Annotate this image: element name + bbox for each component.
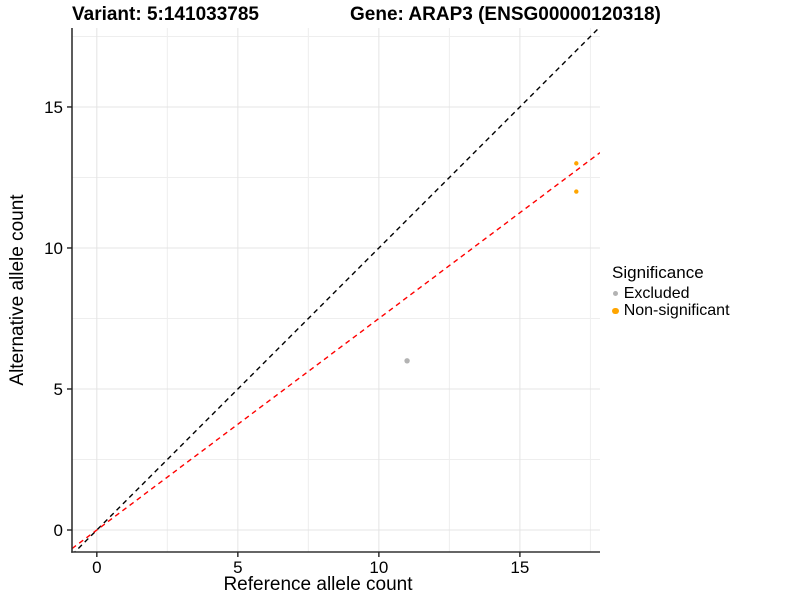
y-tick-label: 5 [54, 380, 63, 399]
x-tick-label: 5 [233, 558, 242, 577]
fit-line [72, 152, 600, 550]
x-axis-label: Reference allele count [223, 574, 413, 595]
y-tick-label: 10 [44, 239, 63, 258]
point-non-significant [574, 161, 579, 166]
axis-lines [71, 28, 600, 553]
y-tick-labels: 0 5 10 15 [44, 98, 63, 540]
legend-item-label: Excluded [623, 284, 690, 302]
data-points [404, 161, 579, 364]
legend-item-excluded: Excluded [612, 285, 730, 303]
identity-line [73, 28, 600, 552]
point-non-significant [574, 189, 579, 194]
legend-item-non-significant: Non-significant [612, 302, 730, 321]
legend-item-label: Non-significant [623, 302, 730, 320]
tick-marks [67, 106, 521, 557]
x-tick-labels: 0 5 10 15 [92, 558, 529, 577]
variant-title: Variant: 5:141033785 [72, 4, 259, 25]
x-tick-label: 15 [510, 558, 529, 577]
legend-dot-icon [612, 308, 619, 315]
minor-gridlines [72, 28, 600, 552]
y-tick-label: 15 [44, 98, 63, 117]
y-tick-label: 0 [54, 521, 63, 540]
legend-dot-icon [612, 291, 619, 297]
reference-lines [72, 28, 600, 552]
legend-title: Significance [612, 263, 704, 282]
major-gridlines [72, 28, 600, 552]
x-tick-label: 0 [92, 558, 101, 577]
point-excluded [404, 358, 410, 364]
gene-title: Gene: ARAP3 (ENSG00000120318) [350, 4, 661, 25]
x-tick-label: 10 [369, 558, 388, 577]
y-axis-label: Alternative allele count [7, 194, 28, 386]
significance-legend: Significance Excluded Non-significant [612, 263, 730, 320]
legend-items: Excluded Non-significant [612, 285, 730, 320]
